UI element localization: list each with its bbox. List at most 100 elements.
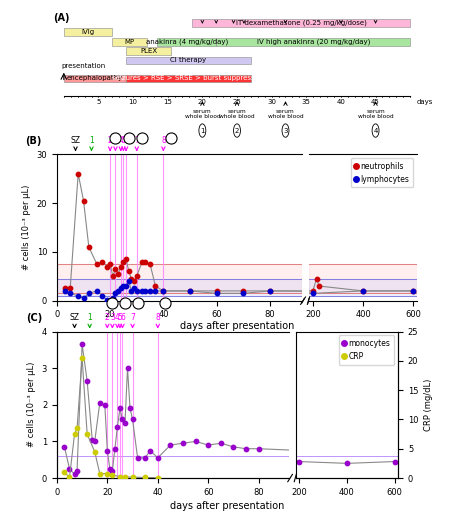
Text: (C): (C) xyxy=(27,313,43,323)
Point xyxy=(121,473,129,481)
Point xyxy=(266,287,274,295)
Point xyxy=(264,270,272,278)
Point xyxy=(266,277,273,285)
Point xyxy=(267,258,274,266)
Point xyxy=(112,289,119,298)
Point xyxy=(126,405,134,413)
Point xyxy=(265,284,273,292)
Point xyxy=(109,471,116,479)
Point xyxy=(313,274,320,283)
Point xyxy=(264,265,272,273)
Bar xyxy=(112,38,147,46)
Point xyxy=(74,291,82,300)
Text: 20: 20 xyxy=(198,99,207,105)
Point xyxy=(61,287,69,295)
Point xyxy=(250,340,258,348)
Point xyxy=(61,284,69,292)
Text: 8: 8 xyxy=(161,136,166,145)
Point xyxy=(261,294,269,302)
Point xyxy=(264,296,272,304)
Bar xyxy=(216,38,410,46)
Point xyxy=(359,287,367,295)
Point xyxy=(93,287,100,295)
Point xyxy=(343,460,351,468)
Point xyxy=(204,441,212,449)
Point xyxy=(119,282,127,290)
Point xyxy=(391,457,398,466)
Bar xyxy=(157,38,216,46)
Point xyxy=(98,258,106,266)
Point xyxy=(124,364,131,372)
Point xyxy=(186,287,194,295)
Point xyxy=(114,270,122,278)
Legend: monocytes, CRP: monocytes, CRP xyxy=(339,335,394,365)
Point xyxy=(274,289,282,298)
Point xyxy=(267,287,274,295)
Point xyxy=(261,437,269,446)
Text: (B): (B) xyxy=(25,136,41,146)
Point xyxy=(160,287,167,295)
Point xyxy=(256,454,264,462)
Text: 5: 5 xyxy=(121,136,126,145)
Text: 35: 35 xyxy=(302,99,311,105)
Point xyxy=(359,287,367,295)
Point xyxy=(256,473,264,482)
Point xyxy=(73,467,81,475)
Text: 4: 4 xyxy=(118,136,123,145)
Point xyxy=(103,447,111,455)
Point xyxy=(133,287,141,295)
Point xyxy=(96,399,103,407)
Text: SZ: SZ xyxy=(71,136,81,145)
Text: 7: 7 xyxy=(134,136,139,145)
Point xyxy=(260,439,267,447)
Point xyxy=(251,377,258,385)
Point xyxy=(265,258,273,266)
Text: 6: 6 xyxy=(120,313,125,322)
Point xyxy=(253,469,260,478)
Point xyxy=(267,287,275,295)
Point xyxy=(274,287,282,295)
Point xyxy=(269,287,276,295)
Point xyxy=(129,415,137,424)
Point xyxy=(116,472,124,481)
Point xyxy=(93,260,100,268)
Point xyxy=(85,289,92,298)
Point xyxy=(89,435,96,444)
Point xyxy=(239,289,247,298)
Point xyxy=(74,170,82,178)
Point xyxy=(66,465,73,473)
Point xyxy=(121,419,129,427)
Point xyxy=(264,294,272,302)
Point xyxy=(109,467,116,475)
Point xyxy=(101,401,109,409)
Point xyxy=(80,196,87,205)
Point xyxy=(66,289,74,298)
Text: IVIg: IVIg xyxy=(82,29,95,35)
Text: serum
whole blood: serum whole blood xyxy=(268,108,303,119)
Point xyxy=(259,441,266,449)
Point xyxy=(259,287,267,295)
Point xyxy=(106,260,114,268)
Point xyxy=(252,437,259,446)
Point xyxy=(130,277,138,285)
Text: anakinra (4 mg/kg/day): anakinra (4 mg/kg/day) xyxy=(146,39,228,45)
Point xyxy=(276,289,284,298)
Point xyxy=(276,287,284,295)
Point xyxy=(116,405,124,413)
Point xyxy=(266,284,273,292)
Point xyxy=(249,473,257,482)
Point xyxy=(122,255,130,263)
Text: days after presentation: days after presentation xyxy=(180,321,294,331)
Text: 10: 10 xyxy=(128,99,137,105)
Point xyxy=(128,274,135,283)
Point xyxy=(410,287,417,295)
Point xyxy=(410,287,417,295)
Point xyxy=(252,448,259,456)
Point xyxy=(309,289,317,298)
Point xyxy=(257,447,264,455)
Point xyxy=(249,443,256,451)
Text: seizures > RSE > SRSE > burst suppression: seizures > RSE > SRSE > burst suppressio… xyxy=(112,76,265,81)
Point xyxy=(141,258,148,266)
Bar xyxy=(126,47,171,55)
Point xyxy=(264,262,271,270)
